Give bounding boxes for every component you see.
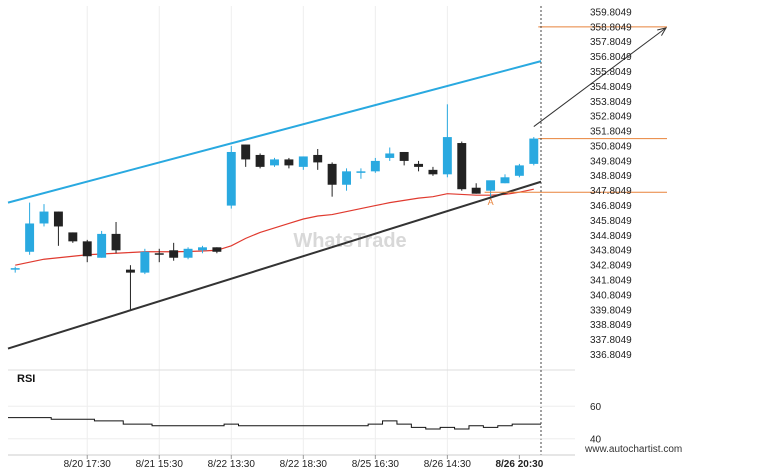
candle-body — [255, 154, 265, 167]
y-tick-label: 359.8049 — [590, 7, 632, 18]
rsi-panel: 60 40 — [8, 402, 602, 445]
candle-body — [169, 250, 179, 258]
candle-body — [68, 232, 78, 242]
candle-body — [457, 143, 467, 190]
price-levels: A — [484, 6, 668, 455]
x-tick-label: 8/22 18:30 — [280, 459, 328, 470]
y-tick-label: 343.8049 — [590, 246, 632, 257]
candle-body — [154, 253, 164, 255]
y-tick-label: 342.8049 — [590, 261, 632, 272]
y-tick-label: 356.8049 — [590, 52, 632, 63]
candle-body — [226, 151, 236, 206]
projection-arrow — [533, 27, 667, 127]
y-tick-label: 341.8049 — [590, 276, 632, 287]
candle-body — [284, 159, 294, 166]
candle-body — [356, 171, 366, 173]
y-tick-label: 351.8049 — [590, 127, 632, 138]
candle-body — [342, 171, 351, 185]
y-tick-label: 348.8049 — [590, 171, 632, 182]
candle-body — [82, 241, 92, 257]
candle-body — [471, 187, 481, 194]
candle-body — [140, 251, 150, 273]
ma-line — [15, 188, 534, 266]
x-tick-label: 8/22 13:30 — [208, 459, 256, 470]
candle-body — [428, 169, 438, 175]
y-tick-label: 347.8049 — [590, 186, 632, 197]
candle-body — [529, 138, 539, 164]
rsi-line — [8, 417, 541, 430]
y-tick-label: 357.8049 — [590, 37, 632, 48]
candle-body — [298, 156, 308, 167]
candle-body — [198, 247, 207, 251]
candle-body — [10, 268, 20, 270]
projection-arrowhead — [657, 27, 668, 36]
candle-body — [241, 144, 251, 160]
candle-body — [183, 248, 193, 258]
resistance-line — [7, 60, 542, 204]
y-tick-label: 353.8049 — [590, 97, 632, 108]
y-tick-label: 336.8049 — [590, 350, 632, 361]
x-tick-label: 8/20 17:30 — [64, 459, 112, 470]
grid — [8, 6, 575, 455]
candle-body — [327, 163, 337, 185]
price-axis: 359.8049 358.8049 357.8049 356.8049 355.8049… — [590, 7, 632, 361]
time-axis: 8/20 17:30 8/21 15:30 8/22 13:30 8/22 18:30… — [8, 454, 575, 470]
rsi-tick-label: 60 — [590, 402, 602, 413]
y-tick-label: 350.8049 — [590, 141, 632, 152]
y-tick-label: 344.8049 — [590, 231, 632, 242]
y-tick-label: 346.8049 — [590, 201, 632, 212]
x-tick-label: 8/21 15:30 — [136, 459, 184, 470]
candle-body — [486, 180, 496, 191]
y-tick-label: 338.8049 — [590, 320, 632, 331]
y-tick-label: 354.8049 — [590, 82, 632, 93]
x-tick-label: 8/25 16:30 — [352, 459, 400, 470]
candle-body — [111, 233, 121, 251]
candle-body — [414, 163, 424, 167]
candle-body — [385, 153, 395, 158]
y-tick-label: 339.8049 — [590, 305, 632, 316]
candles — [10, 104, 539, 310]
y-tick-label: 340.8049 — [590, 290, 632, 301]
moving-average — [15, 188, 534, 266]
candle-body — [97, 233, 107, 258]
candle-body — [125, 269, 135, 273]
point-label: A — [488, 197, 494, 207]
candle-body — [500, 177, 510, 184]
y-tick-label: 352.8049 — [590, 112, 632, 123]
x-tick-label: 8/26 20:30 — [495, 459, 543, 470]
candle-body — [212, 247, 222, 252]
candle-body — [270, 159, 279, 166]
candle-body — [399, 151, 409, 161]
candle-body — [39, 211, 49, 224]
x-tick-label: 8/26 14:30 — [424, 459, 472, 470]
candle-body — [313, 154, 323, 163]
candle-body — [53, 211, 63, 227]
candle-body — [370, 160, 380, 172]
support-line — [7, 180, 542, 350]
trend-lines — [7, 60, 542, 350]
candle-body — [442, 137, 452, 175]
candle-body — [514, 165, 524, 176]
y-tick-label: 355.8049 — [590, 67, 632, 78]
y-tick-label: 349.8049 — [590, 156, 632, 167]
candle-body — [25, 223, 35, 252]
site-label: www.autochartist.com — [584, 444, 682, 455]
y-tick-label: 337.8049 — [590, 335, 632, 346]
rsi-title: RSI — [17, 373, 35, 385]
rsi-tick-label: 40 — [590, 434, 602, 445]
y-tick-label: 345.8049 — [590, 216, 632, 227]
y-tick-label: 358.8049 — [590, 22, 632, 33]
